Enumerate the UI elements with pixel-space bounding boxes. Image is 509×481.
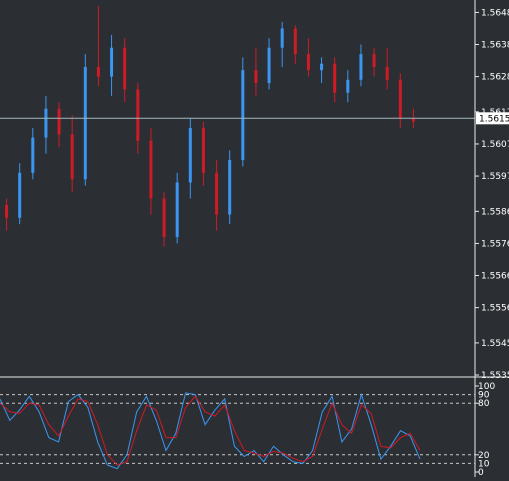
candle[interactable] [83, 54, 87, 186]
osc-tick-label: 90 [478, 391, 490, 401]
price-tick-label: 1.5566 [481, 272, 509, 282]
candle-body [175, 182, 179, 238]
candle-body [215, 172, 219, 215]
candle-body [188, 127, 192, 183]
candle-body [333, 63, 337, 93]
candle[interactable] [359, 44, 363, 87]
candle[interactable] [306, 38, 310, 77]
price-tick-label: 1.5556 [481, 304, 509, 314]
price-panel[interactable] [0, 6, 509, 378]
price-tick-label: 1.5597 [481, 172, 509, 182]
candle[interactable] [44, 95, 48, 154]
candle-body [57, 108, 61, 135]
candle-body [359, 54, 363, 80]
candle[interactable] [5, 198, 9, 231]
candle-body [44, 108, 48, 138]
candle[interactable] [110, 34, 114, 96]
candle[interactable] [267, 38, 271, 90]
candle[interactable] [149, 127, 153, 215]
candle[interactable] [215, 160, 219, 231]
candle[interactable] [333, 57, 337, 103]
stochastic-panel[interactable] [0, 392, 475, 470]
candle-body [123, 47, 127, 90]
candle[interactable] [320, 57, 324, 84]
stochastic-signal-line [0, 395, 421, 466]
price-tick-label: 1.5638 [481, 41, 509, 51]
price-tick-label: 1.5648 [481, 8, 509, 18]
candle[interactable] [188, 118, 192, 199]
candle[interactable] [162, 192, 166, 247]
candle[interactable] [293, 25, 297, 64]
candle-body [83, 66, 87, 180]
candle-body [385, 66, 389, 80]
candle-body [70, 134, 74, 180]
candle[interactable] [280, 22, 284, 67]
candle[interactable] [398, 73, 402, 128]
candle-body [267, 47, 271, 84]
price-tick-label: 1.5545 [481, 339, 509, 349]
candle-body [293, 28, 297, 55]
candle-body [18, 172, 22, 218]
candle[interactable] [201, 121, 205, 186]
stochastic-main-line [0, 392, 421, 470]
candle-body [162, 198, 166, 238]
candle-body [254, 70, 258, 84]
current-price-label-box [476, 112, 509, 125]
candle[interactable] [57, 102, 61, 148]
candle-body [280, 28, 284, 48]
candle[interactable] [18, 163, 22, 225]
candle[interactable] [70, 115, 74, 193]
candle-body [306, 54, 310, 71]
candle[interactable] [254, 47, 258, 96]
candle-body [5, 204, 9, 218]
candle[interactable] [31, 127, 35, 180]
price-tick-label: 1.5607 [481, 140, 509, 150]
price-tick-label: 1.5535 [481, 371, 509, 381]
osc-tick-label: 10 [478, 459, 490, 469]
current-price-label: 1.5615 [479, 114, 509, 124]
candle-body [110, 47, 114, 77]
candle-body [201, 127, 205, 173]
candle[interactable] [123, 38, 127, 103]
candle[interactable] [372, 47, 376, 77]
price-tick-label: 1.5628 [481, 73, 509, 83]
candle-body [241, 70, 245, 161]
osc-tick-label: 20 [478, 451, 490, 461]
candle-body [411, 118, 415, 122]
candle-body [149, 140, 153, 199]
osc-tick-label: 0 [478, 468, 484, 477]
candle-body [31, 137, 35, 173]
candle[interactable] [96, 6, 100, 87]
candle[interactable] [228, 150, 232, 225]
candle[interactable] [241, 57, 245, 167]
candle-body [372, 54, 376, 67]
candle-body [320, 63, 324, 71]
stochastic-axis: 100 80 20 0 90 10 [475, 382, 495, 478]
candle-body [398, 79, 402, 119]
candle-body [228, 160, 232, 215]
candle-body [136, 89, 140, 141]
candle-body [346, 79, 350, 93]
candle[interactable] [385, 47, 389, 90]
price-tick-label: 1.5576 [481, 239, 509, 249]
osc-tick-label: 80 [478, 399, 490, 409]
price-tick-label: 1.5586 [481, 207, 509, 217]
osc-tick-label: 100 [478, 382, 495, 392]
candle[interactable] [175, 172, 179, 244]
price-axis: 1.56481.56381.56281.56171.56071.55971.55… [474, 0, 509, 477]
candle[interactable] [346, 70, 350, 103]
candle-body [96, 66, 100, 77]
